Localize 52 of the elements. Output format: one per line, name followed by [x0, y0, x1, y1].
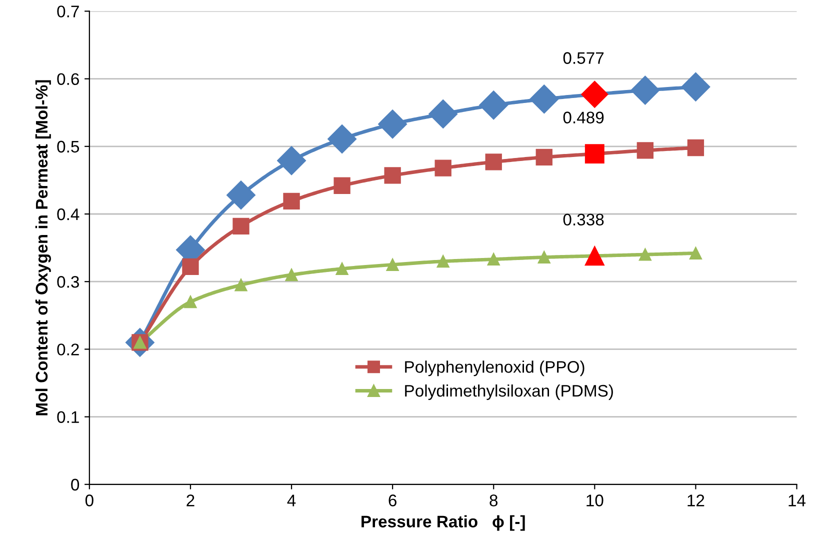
y-tick-label: 0.3 [57, 276, 79, 288]
y-tick-label: 0.5 [57, 140, 80, 153]
y-tick-label: 0 [71, 478, 80, 491]
x-tick-label: 8 [490, 494, 498, 506]
y-axis-title: Mol Content of Oxygen in Permeat [Mol-%] [35, 80, 51, 416]
point [386, 258, 399, 271]
point [336, 262, 348, 276]
point [434, 160, 452, 176]
point [538, 251, 550, 264]
point [436, 255, 450, 268]
point [681, 72, 710, 102]
point [283, 192, 300, 210]
point [182, 258, 199, 276]
point [334, 177, 350, 194]
point [536, 148, 552, 166]
y-tick-label: 0.7 [57, 6, 79, 18]
y-tick-label: 0.2 [57, 344, 79, 356]
point [485, 154, 502, 170]
point [226, 180, 256, 210]
x-tick-label: 2 [186, 494, 194, 506]
data-label: 0.577 [563, 52, 604, 64]
y-tick-label: 0.6 [57, 73, 79, 86]
x-axis-title: Pressure Ratio ϕ [-] [362, 515, 525, 531]
point [384, 167, 401, 184]
point [285, 268, 298, 282]
point [328, 124, 356, 154]
point [687, 139, 704, 156]
y-tick-label: 0.1 [57, 411, 79, 424]
data-label: 0.338 [563, 214, 604, 226]
legend-label: Polyphenylenoxid (PPO) [405, 360, 584, 376]
point [638, 248, 652, 261]
x-tick-label: 6 [388, 494, 396, 506]
y-tick-label: 0.4 [57, 208, 80, 220]
point [428, 100, 458, 128]
point [487, 253, 500, 266]
point [184, 296, 197, 308]
point [479, 90, 508, 120]
legend-label: Polydimethylsiloxan (PDMS) [405, 384, 613, 400]
x-tick-label: 12 [688, 494, 704, 506]
point [234, 278, 248, 292]
x-tick-label: 4 [287, 494, 296, 506]
x-tick-label: 10 [586, 494, 604, 506]
point [378, 110, 408, 139]
point [530, 84, 559, 114]
point [636, 142, 654, 159]
point [277, 146, 306, 176]
point [689, 246, 702, 260]
x-tick-label: 14 [788, 494, 806, 506]
x-tick-label: 0 [85, 494, 94, 506]
data-label: 0.489 [563, 112, 604, 124]
point [232, 218, 250, 234]
point [630, 76, 660, 105]
